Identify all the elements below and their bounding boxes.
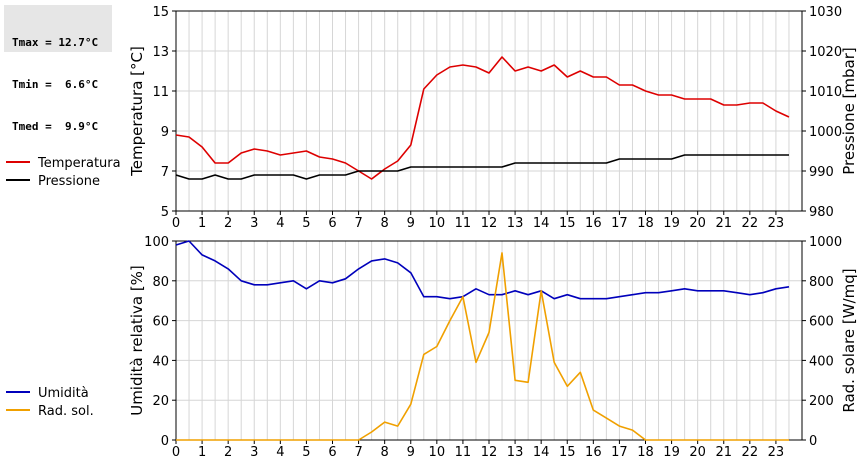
x-tick-label: 22 [742, 445, 759, 460]
x-tick-label: 21 [715, 216, 732, 231]
legend-label: Umidità [38, 386, 89, 401]
y2-tick-label: 1000 [809, 235, 842, 250]
y-axis-label: Temperatura [°C] [128, 46, 146, 177]
stats-box: Tmax = 12.7°C Tmin = 6.6°C Tmed = 9.9°C [4, 5, 112, 133]
x-tick-label: 5 [302, 216, 310, 231]
x-tick-label: 1 [198, 216, 206, 231]
x-tick-label: 15 [559, 445, 576, 460]
x-tick-label: 11 [455, 216, 472, 231]
y-tick-label: 80 [152, 275, 169, 290]
x-tick-label: 14 [533, 216, 550, 231]
x-tick-label: 1 [198, 445, 206, 460]
x-tick-label: 13 [507, 445, 524, 460]
x-tick-label: 16 [585, 445, 602, 460]
y2-tick-label: 200 [809, 394, 834, 409]
x-tick-label: 12 [481, 216, 498, 231]
x-tick-label: 21 [715, 445, 732, 460]
x-tick-label: 4 [276, 216, 284, 231]
x-tick-label: 9 [407, 445, 415, 460]
x-tick-label: 23 [768, 216, 785, 231]
y-tick-label: 9 [161, 125, 169, 140]
y2-tick-label: 1010 [809, 85, 842, 100]
x-tick-label: 19 [663, 445, 680, 460]
x-tick-label: 18 [637, 445, 654, 460]
y2-tick-label: 800 [809, 275, 834, 290]
x-tick-label: 20 [689, 445, 706, 460]
x-tick-label: 10 [429, 216, 446, 231]
y2-tick-label: 980 [809, 205, 834, 220]
x-tick-label: 0 [172, 445, 180, 460]
x-tick-label: 11 [455, 445, 472, 460]
series-line-umidità [175, 240, 790, 300]
x-tick-label: 3 [250, 445, 258, 460]
y2-tick-label: 0 [809, 434, 817, 449]
x-tick-label: 4 [276, 445, 284, 460]
x-tick-label: 6 [328, 216, 336, 231]
y-tick-label: 20 [152, 394, 169, 409]
legend-label: Pressione [38, 174, 100, 189]
series-line-pressione [175, 154, 789, 180]
x-tick-label: 13 [507, 216, 524, 231]
tmin-text: Tmin = 6.6°C [12, 78, 99, 91]
y2-tick-label: 600 [809, 315, 834, 330]
y2-tick-label: 1000 [809, 125, 842, 140]
x-tick-label: 12 [481, 445, 498, 460]
y-tick-label: 13 [152, 45, 169, 60]
y-tick-label: 40 [152, 354, 169, 369]
y2-axis-label: Rad. solare [W/mq] [840, 268, 858, 412]
x-tick-label: 14 [533, 445, 550, 460]
y2-tick-label: 400 [809, 354, 834, 369]
x-tick-label: 0 [172, 216, 180, 231]
x-tick-label: 23 [768, 445, 785, 460]
y-tick-label: 11 [152, 85, 169, 100]
y2-axis-label: Pressione [mbar] [840, 47, 858, 175]
tmax-text: Tmax = 12.7°C [12, 36, 99, 49]
tmed-text: Tmed = 9.9°C [12, 120, 99, 133]
x-tick-label: 7 [354, 216, 362, 231]
y-tick-label: 0 [161, 434, 169, 449]
x-tick-label: 2 [224, 445, 232, 460]
y2-tick-label: 990 [809, 165, 834, 180]
x-tick-label: 16 [585, 216, 602, 231]
x-tick-label: 8 [381, 445, 389, 460]
x-tick-label: 19 [663, 216, 680, 231]
x-tick-label: 20 [689, 216, 706, 231]
y2-tick-label: 1020 [809, 45, 842, 60]
x-tick-label: 9 [407, 216, 415, 231]
x-tick-label: 2 [224, 216, 232, 231]
x-tick-label: 3 [250, 216, 258, 231]
y-tick-label: 100 [144, 235, 169, 250]
series-line-rad-sol [176, 252, 789, 441]
x-tick-label: 10 [429, 445, 446, 460]
legend-label: Rad. sol. [38, 404, 94, 419]
x-tick-label: 15 [559, 216, 576, 231]
x-tick-label: 5 [302, 445, 310, 460]
y-tick-label: 5 [161, 205, 169, 220]
x-tick-label: 22 [742, 216, 759, 231]
x-tick-label: 7 [354, 445, 362, 460]
y-tick-label: 15 [152, 5, 169, 20]
series-line-temperatura [175, 56, 790, 180]
legend-label: Temperatura [37, 156, 121, 171]
x-tick-label: 8 [381, 216, 389, 231]
y2-tick-label: 1030 [809, 5, 842, 20]
x-tick-label: 17 [611, 445, 628, 460]
x-tick-label: 18 [637, 216, 654, 231]
x-tick-label: 17 [611, 216, 628, 231]
x-tick-label: 6 [328, 445, 336, 460]
y-tick-label: 7 [161, 165, 169, 180]
y-tick-label: 60 [152, 315, 169, 330]
y-axis-label: Umidità relativa [%] [128, 265, 146, 416]
